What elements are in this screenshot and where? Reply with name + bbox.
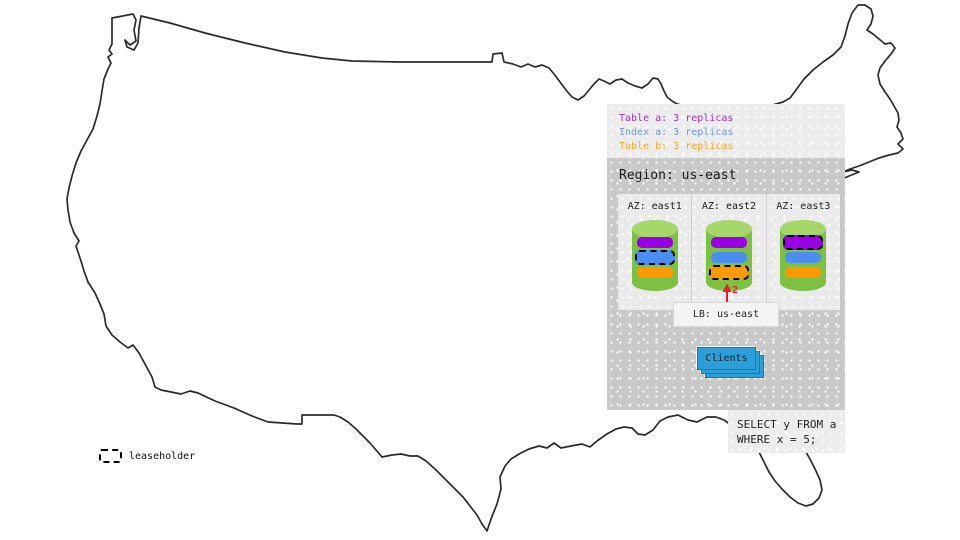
leaseholder-key-label: leaseholder <box>129 450 196 462</box>
az-east1: AZ: east1 <box>618 194 693 310</box>
region-panel: Region: us-east AZ: east1 AZ: east2 <box>607 158 845 410</box>
az-east3-label: AZ: east3 <box>776 201 831 212</box>
leaseholder-swatch-icon <box>99 449 122 463</box>
replica-table-b-leaseholder <box>708 265 749 280</box>
replica-table-a-leaseholder <box>783 235 824 250</box>
az-east3: AZ: east3 <box>767 194 840 310</box>
legend-index-a: Index a: 3 replicas <box>619 127 734 138</box>
replica-legend-panel: Table a: 3 replicas Index a: 3 replicas … <box>607 104 845 158</box>
cylinder-top <box>780 220 827 238</box>
replica-index-a-leaseholder <box>634 250 675 265</box>
replica-index-a <box>785 252 822 263</box>
replica-table-a <box>636 237 673 248</box>
az-east2: AZ: east2 <box>692 194 767 310</box>
hop-step-label: 2 <box>732 285 739 296</box>
az-east2-label: AZ: east2 <box>701 201 757 212</box>
sql-line-2: WHERE x = 5; <box>737 433 817 446</box>
cylinder-top <box>631 220 678 238</box>
replica-table-a <box>710 237 747 248</box>
sql-query-box: SELECT y FROM a WHERE x = 5; <box>728 410 845 453</box>
replica-table-b <box>785 267 822 278</box>
legend-table-b: Table b: 3 replicas <box>619 141 734 152</box>
cylinder-top <box>705 220 752 238</box>
sql-line-1: SELECT y FROM a <box>737 418 837 431</box>
region-title: Region: us-east <box>619 168 737 183</box>
leaseholder-key: leaseholder <box>99 449 195 463</box>
replica-table-b <box>636 267 673 278</box>
database-cylinder-east1 <box>631 220 678 292</box>
legend-table-a: Table a: 3 replicas <box>619 113 734 124</box>
clients-box: Clients <box>697 347 756 370</box>
az-east1-label: AZ: east1 <box>627 201 682 212</box>
replica-index-a <box>710 252 747 263</box>
load-balancer-box: LB: us-east <box>673 302 779 327</box>
database-cylinder-east2 <box>705 220 752 292</box>
us-map-path <box>66 4 904 532</box>
az-container: AZ: east1 AZ: east2 <box>618 194 840 310</box>
hop-arrow-icon <box>722 283 732 304</box>
database-cylinder-east3 <box>780 220 827 292</box>
